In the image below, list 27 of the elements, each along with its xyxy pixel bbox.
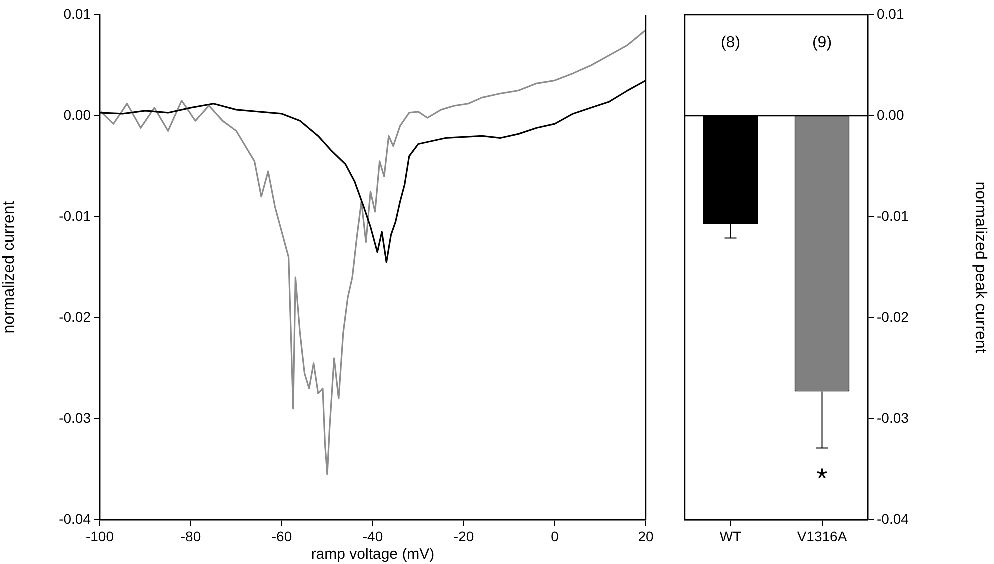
annotation: (9) xyxy=(812,34,832,52)
annotation: (8) xyxy=(720,34,741,52)
y-tick-label: -0.04 xyxy=(877,510,910,527)
x-tick-label: WT xyxy=(720,528,742,544)
y-tick-label: -0.04 xyxy=(59,510,92,527)
y-tick-label: -0.03 xyxy=(59,410,92,426)
x-tick-label: V1316A xyxy=(797,528,848,544)
y-tick-label: 0.01 xyxy=(64,6,92,22)
x-tick-label: 0 xyxy=(551,528,560,544)
y-tick-label: 0.00 xyxy=(877,106,904,123)
y-tick-label: 0.00 xyxy=(64,106,92,123)
y-tick-label: -0.01 xyxy=(877,208,910,224)
x-tick-label: 20 xyxy=(638,528,654,544)
x-tick-label: -100 xyxy=(86,528,114,544)
x-tick-label: -20 xyxy=(454,528,474,544)
annotation: * xyxy=(816,463,828,494)
x-tick-label: -60 xyxy=(272,528,292,544)
x-tick-label: -80 xyxy=(180,528,202,544)
y-tick-label: 0.01 xyxy=(877,6,904,22)
y-tick-label: -0.02 xyxy=(59,308,92,325)
y-tick-label: -0.03 xyxy=(877,410,910,426)
x-tick-label: -40 xyxy=(362,528,384,544)
y-tick-label: -0.01 xyxy=(59,208,92,224)
x-axis-title: ramp voltage (mV) xyxy=(311,546,435,564)
y-axis-title: normalized peak current xyxy=(972,182,989,354)
y-tick-label: -0.02 xyxy=(877,308,910,325)
y-axis-title: normalized current xyxy=(1,200,18,334)
